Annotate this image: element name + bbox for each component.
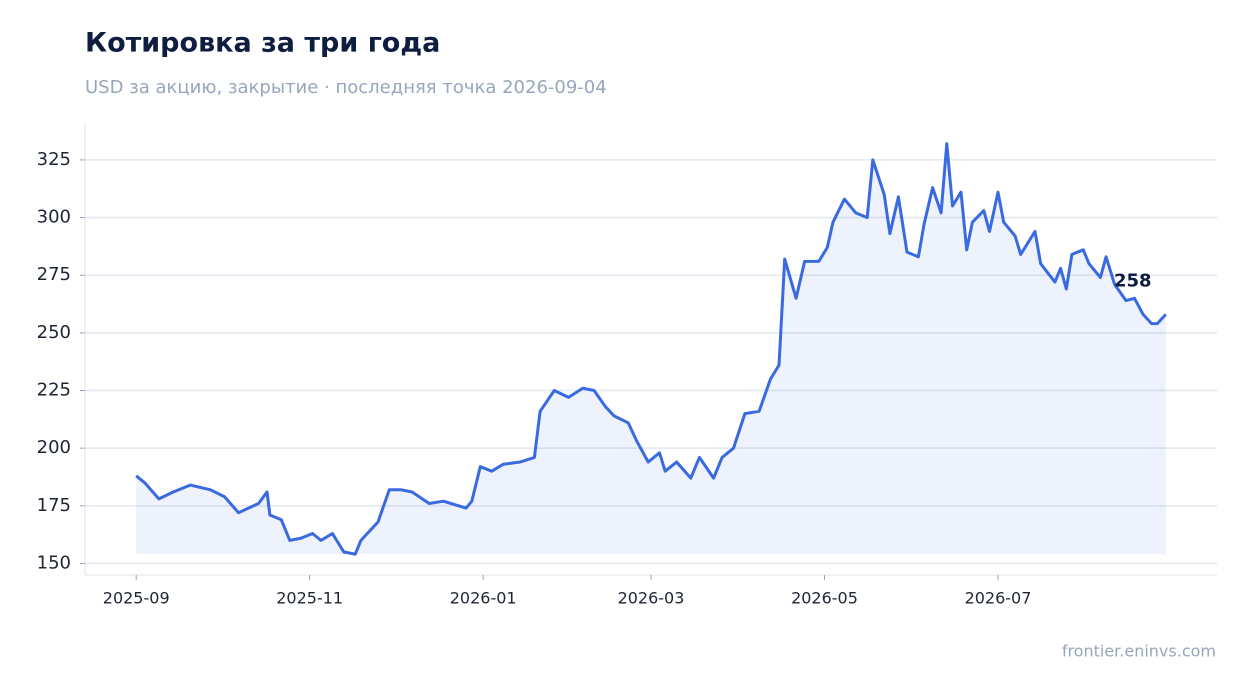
line (135, 142, 1167, 556)
x-tick-label: 2026-07 (965, 589, 1032, 608)
y-tick-label: 200 (37, 437, 71, 458)
y-tick-label: 250 (37, 322, 71, 343)
y-tick-label: 225 (37, 380, 71, 401)
x-tick-label: 2026-05 (791, 589, 858, 608)
x-tick-label: 2026-01 (450, 589, 517, 608)
y-tick-label: 175 (37, 495, 71, 516)
area (136, 143, 1166, 555)
y-tick-label: 150 (37, 552, 71, 573)
y-tick-label: 325 (37, 149, 71, 170)
x-tick-label: 2026-03 (618, 589, 685, 608)
x-tick-label: 2025-11 (276, 589, 343, 608)
x-tick-label: 2025-09 (103, 589, 170, 608)
chart-subtitle: USD за акцию, закрытие · последняя точка… (85, 77, 607, 98)
chart-title: Котировка за три года (85, 28, 440, 59)
source: frontier.eninvs.com (1062, 642, 1216, 661)
y-tick-label: 300 (37, 207, 71, 228)
data-label: 258 (1114, 270, 1152, 291)
y-tick-label: 275 (37, 264, 71, 285)
